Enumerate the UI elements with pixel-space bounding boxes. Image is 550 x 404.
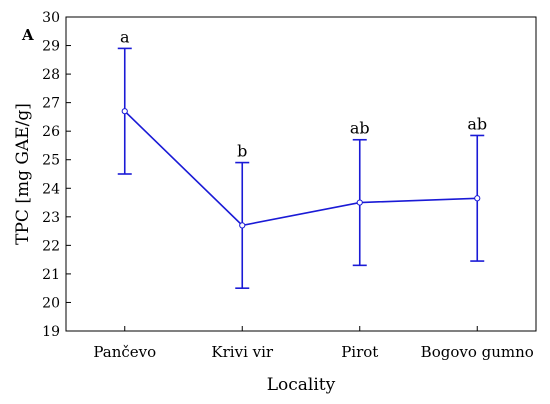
- plot-frame: [65, 16, 537, 332]
- x-axis-title: Locality: [267, 375, 336, 395]
- y-tick-label: 29: [42, 39, 60, 55]
- significance-letter: a: [120, 27, 130, 46]
- y-tick-label: 21: [42, 267, 60, 283]
- y-tick-label: 28: [42, 67, 60, 83]
- y-axis: 19 20 21 22 23 24 25 26 27 28 29 30: [42, 10, 71, 340]
- y-tick-label: 23: [42, 210, 60, 226]
- x-tick-label: Pirot: [341, 343, 378, 361]
- y-tick-label: 25: [42, 153, 60, 169]
- y-tick-label: 30: [42, 10, 60, 26]
- data-point: [121, 108, 128, 115]
- y-axis-title: TPC [mg GAE/g]: [13, 103, 33, 245]
- x-tick-label: Pančevo: [93, 343, 156, 361]
- significance-letter: ab: [467, 114, 487, 133]
- y-tick-label: 20: [42, 295, 60, 311]
- data-point: [239, 222, 246, 229]
- data-point: [474, 195, 481, 202]
- data-point: [356, 199, 363, 206]
- significance-letter: b: [237, 142, 247, 161]
- y-tick-label: 27: [42, 96, 60, 112]
- y-tick-label: 19: [42, 324, 60, 340]
- panel-label: A: [21, 26, 34, 44]
- y-tick-label: 26: [42, 124, 60, 140]
- y-tick-label: 24: [42, 181, 60, 197]
- x-axis: Pančevo Krivi vir Pirot Bogovo gumno: [93, 326, 534, 361]
- x-tick-label: Krivi vir: [211, 343, 273, 361]
- y-tick-label: 22: [42, 238, 60, 254]
- significance-letter: ab: [350, 119, 370, 138]
- x-tick-label: Bogovo gumno: [421, 343, 534, 361]
- series-line: [124, 110, 478, 227]
